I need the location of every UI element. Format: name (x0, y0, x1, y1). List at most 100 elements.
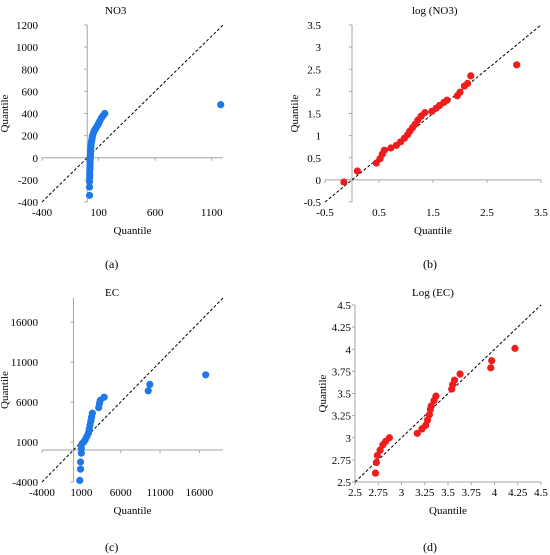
y-tick-label: 200 (22, 131, 39, 143)
data-point (372, 458, 380, 467)
reference-line-3 (354, 304, 542, 483)
y-tick-label: -4000 (12, 477, 38, 489)
y-tick-label: 2.5 (307, 64, 321, 76)
data-point (432, 392, 440, 400)
x-axis-title-1: Quantile (414, 225, 452, 237)
y-tick-label: 2.5 (337, 477, 351, 489)
data-point (76, 465, 85, 473)
x-tick-label: 6000 (110, 487, 133, 499)
chart-title-3: Log (EC) (412, 287, 454, 299)
x-tick-label: 4 (492, 487, 498, 499)
x-tick-label: -0.5 (316, 207, 334, 219)
x-tick-label: 2.5 (348, 487, 362, 499)
data-point (76, 476, 84, 484)
data-point (88, 409, 96, 417)
data-point (340, 178, 348, 186)
x-tick-label: 3.5 (441, 487, 455, 499)
data-point (85, 183, 94, 191)
x-tick-label: 2.75 (369, 487, 389, 499)
data-point (385, 434, 394, 442)
x-tick-label: 1100 (201, 207, 223, 219)
y-tick-label: -200 (18, 175, 39, 187)
data-point (450, 376, 459, 384)
x-tick-label: 3.25 (415, 487, 435, 499)
y-tick-label: 1000 (16, 42, 39, 54)
panel-label-d: (d) (423, 540, 437, 554)
y-tick-label: 0 (33, 153, 39, 165)
x-tick-label: 2.5 (480, 207, 494, 219)
y-tick-label: -0.5 (304, 197, 322, 209)
data-point (463, 79, 472, 88)
data-point (353, 167, 361, 175)
chart-title-1: log (NO3) (412, 5, 458, 17)
y-tick-label: 11000 (11, 357, 39, 369)
y-axis-title-2: Quantile (0, 371, 11, 409)
y-tick-label: 1.5 (307, 109, 321, 121)
data-point (487, 364, 495, 372)
reference-line-1 (324, 24, 542, 203)
reference-line-0 (41, 24, 224, 203)
x-tick-label: 1.5 (426, 207, 440, 219)
data-point (146, 380, 154, 388)
y-axis-title-3: Quantile (317, 374, 329, 412)
y-tick-label: 3.5 (337, 389, 351, 401)
x-tick-label: 4.25 (508, 487, 528, 499)
data-point (427, 402, 435, 410)
panel-label-b: (b) (423, 257, 437, 271)
data-point (380, 146, 388, 154)
data-point (144, 387, 152, 395)
data-point (511, 344, 519, 352)
data-point (387, 144, 395, 152)
x-axis-title-0: Quantile (114, 225, 152, 237)
x-tick-label: 1000 (70, 487, 93, 499)
y-axis-title-1: Quantile (289, 94, 301, 132)
y-tick-label: 800 (22, 64, 39, 76)
data-point (456, 88, 464, 96)
data-point (456, 370, 464, 378)
data-point (467, 72, 475, 80)
y-tick-label: 1000 (16, 437, 39, 449)
x-tick-label: -4000 (29, 487, 55, 499)
data-point (443, 96, 451, 104)
y-tick-label: 3.25 (332, 411, 352, 423)
x-tick-label: 3 (399, 487, 405, 499)
data-point (100, 393, 108, 401)
data-point (425, 411, 433, 419)
x-tick-label: 600 (147, 207, 164, 219)
reference-line-2 (41, 297, 224, 483)
y-tick-label: 2 (316, 86, 322, 98)
y-tick-label: 2.75 (332, 455, 352, 467)
x-tick-label: 3.75 (462, 487, 482, 499)
data-point (217, 101, 225, 109)
y-tick-label: 1200 (16, 20, 39, 32)
y-tick-label: 0.5 (307, 153, 321, 165)
x-tick-label: 0.5 (372, 207, 386, 219)
y-tick-label: 4.25 (332, 322, 352, 334)
x-tick-label: 100 (90, 207, 107, 219)
data-point (76, 458, 85, 466)
y-tick-label: 1 (316, 131, 322, 143)
x-axis-title-3: Quantile (429, 505, 467, 517)
y-tick-label: 6000 (16, 397, 39, 409)
x-tick-label: -400 (32, 207, 53, 219)
y-tick-label: 16000 (11, 317, 39, 329)
data-point (376, 446, 384, 454)
y-tick-label: 600 (22, 86, 39, 98)
chart-title-0: NO3 (105, 5, 127, 17)
y-tick-label: 0 (316, 175, 322, 187)
data-point (85, 191, 94, 199)
x-axis-title-2: Quantile (114, 505, 152, 517)
data-point (421, 109, 429, 117)
y-tick-label: 3.75 (332, 366, 352, 378)
x-tick-label: 11000 (146, 487, 174, 499)
y-tick-label: 3 (316, 42, 322, 54)
data-point (513, 61, 521, 69)
data-point (101, 109, 109, 118)
y-tick-label: 400 (22, 109, 39, 121)
data-point (373, 451, 381, 460)
panel-label-a: (a) (105, 257, 119, 271)
data-point (202, 371, 210, 379)
y-tick-label: 4 (346, 344, 352, 356)
y-axis-title-0: Quantile (0, 94, 11, 132)
